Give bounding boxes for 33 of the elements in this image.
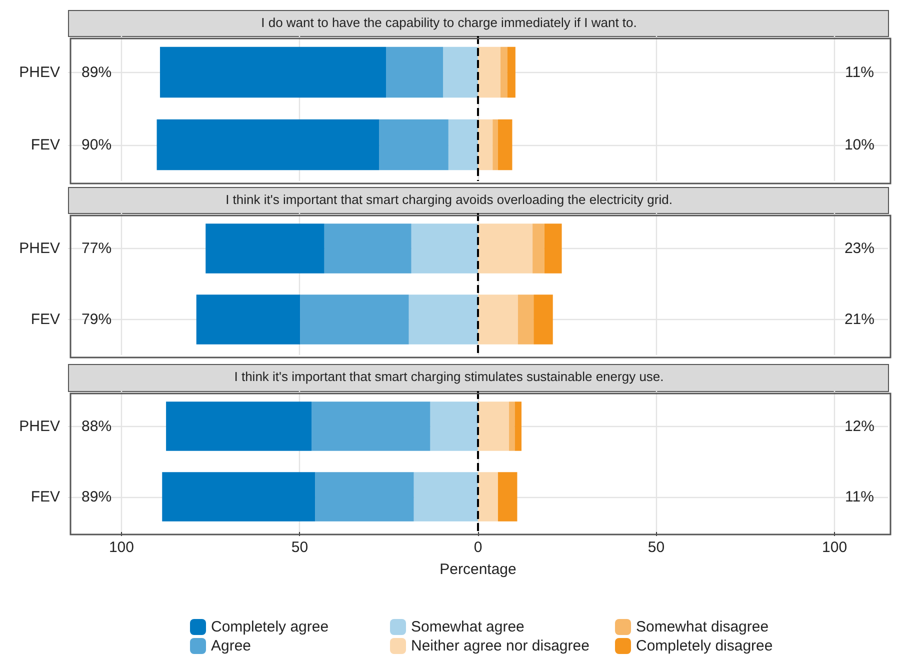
- annotation: 79%: [82, 311, 112, 328]
- annotation: 10%: [844, 136, 874, 154]
- annotation: 89%: [82, 488, 112, 506]
- y-tick-label: PHEV: [19, 240, 60, 257]
- chart-title: I think it's important that smart charging stimulates sustainable energy use.: [234, 369, 664, 384]
- annotation: 12%: [844, 418, 874, 435]
- y-tick-label: PHEV: [19, 64, 60, 81]
- legend-label: Neither agree nor disagree: [411, 638, 590, 654]
- legend-label: Completely agree: [211, 618, 329, 636]
- legend-label: Somewhat agree: [411, 618, 524, 636]
- y-tick-label: FEV: [30, 311, 60, 328]
- x-tick-label: 50: [648, 539, 665, 556]
- annotation: 23%: [844, 240, 874, 257]
- legend-label: Agree: [211, 638, 252, 654]
- x-tick-label: 100: [108, 539, 134, 556]
- annotation: 11%: [845, 64, 874, 81]
- annotation: 11%: [845, 488, 874, 506]
- y-tick-label: FEV: [30, 488, 60, 506]
- y-tick-label: PHEV: [19, 418, 60, 435]
- x-axis-title: Percentage: [440, 561, 516, 578]
- y-tick-label: FEV: [30, 136, 60, 154]
- x-tick-label: 100: [822, 539, 848, 556]
- x-tick-label: 0: [474, 539, 482, 556]
- annotation: 88%: [82, 418, 112, 435]
- annotation: 77%: [82, 240, 112, 257]
- annotation: 89%: [82, 64, 112, 81]
- legend-label: Somewhat disagree: [636, 618, 769, 636]
- chart-title: I do want to have the capability to charge immediately if I want to.: [261, 15, 637, 30]
- chart-title: I think it's important that smart charging avoids overloading the electricity grid.: [226, 192, 672, 207]
- legend-label: Completely disagree: [636, 638, 773, 654]
- annotation: 21%: [844, 311, 874, 328]
- x-tick-label: 50: [291, 539, 308, 556]
- annotation: 90%: [82, 136, 112, 154]
